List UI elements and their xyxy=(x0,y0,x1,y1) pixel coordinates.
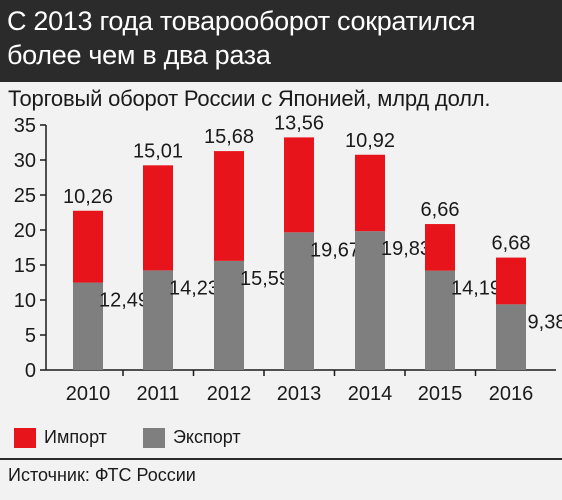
legend-swatch-export xyxy=(142,427,165,448)
data-label-import: 10,92 xyxy=(345,130,395,152)
y-tick-label: 10 xyxy=(14,290,36,312)
bar-export xyxy=(73,282,103,370)
x-tick-label: 2014 xyxy=(348,383,393,405)
legend-item-import: Импорт xyxy=(14,427,107,448)
bar-export xyxy=(143,270,173,370)
chart-legend: Импорт Экспорт xyxy=(14,427,277,448)
data-label-export: 14,19 xyxy=(451,278,501,300)
source-note: Источник: ФТС России xyxy=(8,465,196,485)
y-tick-label: 35 xyxy=(14,115,36,137)
bar-import xyxy=(284,137,314,233)
bar-import xyxy=(425,224,455,271)
data-label-export: 12,49 xyxy=(99,290,149,312)
chart-header: С 2013 года товарооборот сократился боле… xyxy=(0,0,562,82)
bar-import xyxy=(143,165,173,271)
y-tick-label: 20 xyxy=(14,220,36,242)
data-label-import: 10,26 xyxy=(63,186,113,208)
legend-label-import: Импорт xyxy=(44,427,107,447)
data-label-import: 6,68 xyxy=(492,233,531,255)
data-label-import: 15,01 xyxy=(133,140,183,162)
legend-swatch-import xyxy=(14,427,36,448)
y-tick-label: 15 xyxy=(14,255,36,277)
bar-export xyxy=(425,270,455,370)
data-label-export: 19,67 xyxy=(310,239,360,261)
data-label-export: 9,38 xyxy=(528,311,562,333)
data-label-export: 14,23 xyxy=(169,277,219,299)
legend-item-export: Экспорт xyxy=(142,427,241,448)
data-label-import: 13,56 xyxy=(274,112,324,134)
legend-label-export: Экспорт xyxy=(172,427,241,447)
x-tick-label: 2011 xyxy=(136,383,179,405)
bar-import xyxy=(214,151,244,261)
y-tick-label: 5 xyxy=(25,325,36,347)
bar-import xyxy=(73,210,103,283)
data-label-export: 15,59 xyxy=(240,268,290,290)
y-tick-label: 25 xyxy=(14,185,36,207)
data-label-import: 6,66 xyxy=(421,199,460,221)
x-tick-label: 2012 xyxy=(207,383,252,405)
bar-import xyxy=(355,154,385,232)
data-label-import: 15,68 xyxy=(204,126,254,148)
bar-export xyxy=(284,232,314,370)
x-tick-label: 2016 xyxy=(489,383,534,405)
y-tick-label: 0 xyxy=(25,360,36,382)
chart-title: С 2013 года товарооборот сократился боле… xyxy=(7,6,476,70)
y-tick-label: 30 xyxy=(14,150,36,172)
x-tick-label: 2015 xyxy=(418,383,463,405)
x-tick-label: 2010 xyxy=(66,383,111,405)
bar-export xyxy=(496,304,526,370)
bar-import xyxy=(496,257,526,305)
bar-export xyxy=(214,260,244,370)
bar-export xyxy=(355,231,385,370)
x-tick-label: 2013 xyxy=(277,383,322,405)
data-label-export: 19,83 xyxy=(381,238,431,260)
chart-subtitle: Торговый оборот России с Японией, млрд д… xyxy=(8,86,491,111)
footer-divider xyxy=(0,458,562,460)
